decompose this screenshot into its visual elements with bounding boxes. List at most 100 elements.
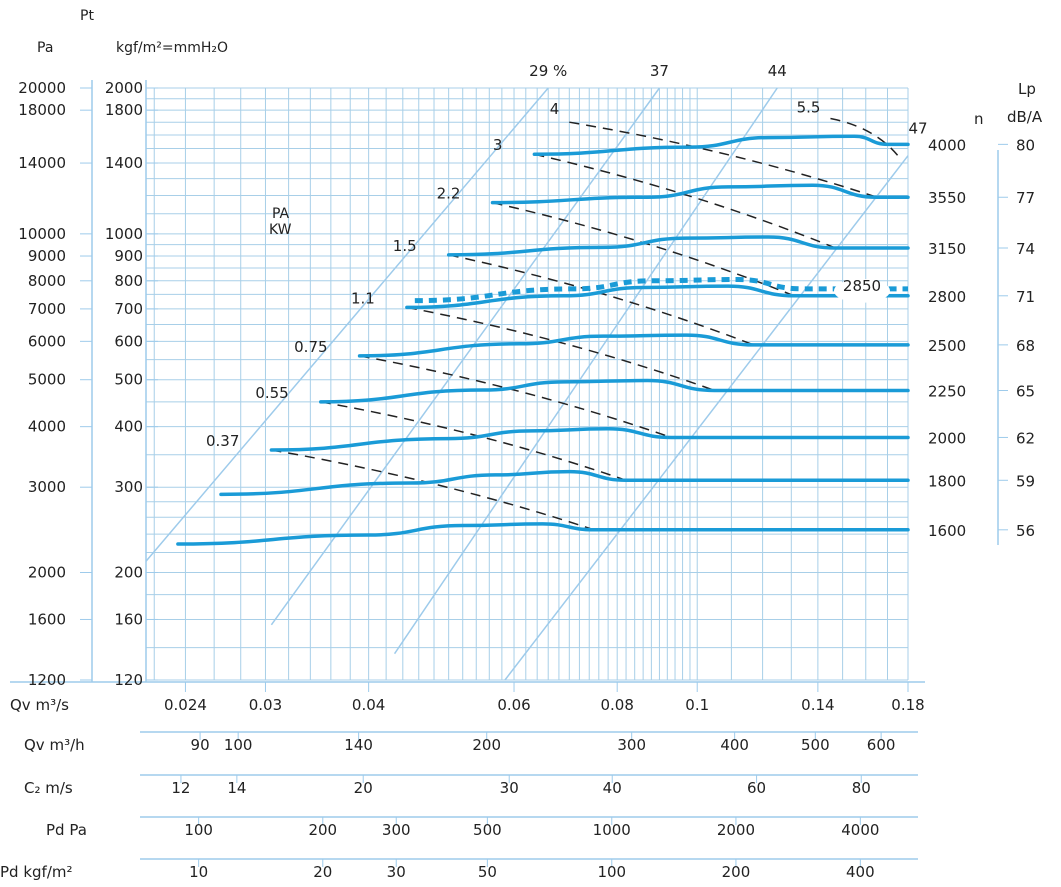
power-label: 1.5 [393,237,417,255]
scale-tick-label: 600 [867,736,896,754]
efficiency-line [145,87,549,562]
speed-label: 2250 [928,382,966,400]
speed-curve-2850 [414,276,908,304]
scale-tick-label: 4000 [841,821,879,839]
speed-label: 2500 [928,337,966,355]
scale-tick-label: 90 [191,736,210,754]
lp-label: 74 [1016,240,1035,258]
scale-tick-label: 10 [189,863,208,881]
speed-curve [318,378,910,404]
header-dba: dB/A [1007,108,1043,126]
x-tick-label: 0.1 [685,696,709,714]
power-lines: 0.37 0.55 0.75 1.1 1.5 2.2 3 4 5.5 [206,99,899,531]
scale-tick-label: 200 [722,863,751,881]
power-line [359,355,672,439]
scale-label: Qv m³/h [24,736,85,754]
scale-tick-label: 1000 [593,821,631,839]
x-tick-label: 0.03 [249,696,282,714]
lp-label: 68 [1016,337,1035,355]
speed-curve [405,284,910,310]
label-2850-bg [834,278,890,303]
lp-label: 62 [1016,429,1035,447]
x-axis-label: Qv m³/s [10,696,69,714]
mmh2o-tick-label: 1800 [105,101,143,119]
bottom-scales: Qv m³/h 90 100 140 200 300 400 500 600 C₂ m/s 12 14… [0,731,918,881]
pa-tick-label: 1600 [28,610,66,628]
speed-label: 2000 [928,429,966,447]
scale-tick-label: 300 [617,736,646,754]
efficiency-label: 29 % [529,62,567,80]
speed-label: 3150 [928,240,966,258]
grid [146,87,909,681]
x-tick-label: 0.024 [164,696,207,714]
power-line [448,254,754,346]
scale-tick-label: 500 [801,736,830,754]
power-line [406,306,715,392]
efficiency-lines: 29 % 37 44 47 [145,62,928,681]
scale-tick-label: 140 [344,736,373,754]
header-pa-label: PA [272,206,290,222]
pa-tick-label: 10000 [18,225,66,243]
scale-tick-label: 30 [387,863,406,881]
scale-tick-label: 80 [852,779,871,797]
efficiency-label: 44 [768,62,787,80]
mmh2o-tick-label: 400 [114,418,143,436]
lp-label: 71 [1016,288,1035,306]
pa-tick-label: 18000 [18,101,66,119]
lp-label: 77 [1016,189,1035,207]
label-2850: 2850 [843,277,881,295]
scale-tick-label: 200 [472,736,501,754]
power-line [271,449,595,531]
speed-curve [269,427,910,452]
mmh2o-tick-label: 800 [114,272,143,290]
header-kw-label: KW [269,222,292,238]
mmh2o-tick-label: 160 [114,610,143,628]
power-line [534,153,836,249]
speed-curve [490,183,910,205]
pa-tick-label: 5000 [28,371,66,389]
mmh2o-tick-label: 1400 [105,154,143,172]
scale-tick-label: 200 [308,821,337,839]
mmh2o-tick-label: 600 [114,332,143,350]
speed-label: 2800 [928,288,966,306]
mmh2o-tick-label: 120 [114,671,143,689]
lp-label: 80 [1016,136,1035,154]
scale-tick-label: 100 [597,863,626,881]
pa-tick-label: 20000 [18,79,66,97]
lp-label: 56 [1016,522,1035,540]
pa-tick-label: 2000 [28,564,66,582]
power-label: 1.1 [351,289,375,307]
lp-label: 59 [1016,472,1035,490]
axes: 1200160020003000400050006000700080009000… [10,79,999,714]
mmh2o-tick-label: 200 [114,564,143,582]
header-lp: Lp [1018,80,1036,98]
scale-tick-label: 12 [171,779,190,797]
mmh2o-tick-label: 900 [114,247,143,265]
scale-tick-label: 400 [720,736,749,754]
x-tick-label: 0.14 [801,696,834,714]
speed-label: 1800 [928,472,966,490]
speed-curve [446,235,910,257]
mmh2o-tick-label: 500 [114,371,143,389]
pa-tick-label: 6000 [28,332,66,350]
efficiency-line [270,87,661,626]
header-n: n [974,110,984,128]
x-tick-label: 0.04 [352,696,385,714]
speed-curve [219,469,910,497]
power-label: 0.37 [206,432,239,450]
efficiency-label: 47 [908,120,927,138]
x-tick-label: 0.18 [891,696,924,714]
x-tick-label: 0.06 [497,696,530,714]
header-pa: Pa [37,40,53,56]
speed-label: 4000 [928,136,966,154]
labels: 1600 56 1800 59 2000 62 2250 65 2500 68 2800 71 3150… [834,136,1035,540]
efficiency-line [504,155,909,681]
scale-tick-label: 400 [846,863,875,881]
scale-tick-label: 300 [382,821,411,839]
x-tick-label: 0.08 [600,696,633,714]
power-label: 3 [493,136,503,154]
pa-tick-label: 8000 [28,272,66,290]
scale-tick-label: 14 [227,779,246,797]
header-pt: Pt [80,8,94,24]
mmh2o-tick-label: 2000 [105,79,143,97]
